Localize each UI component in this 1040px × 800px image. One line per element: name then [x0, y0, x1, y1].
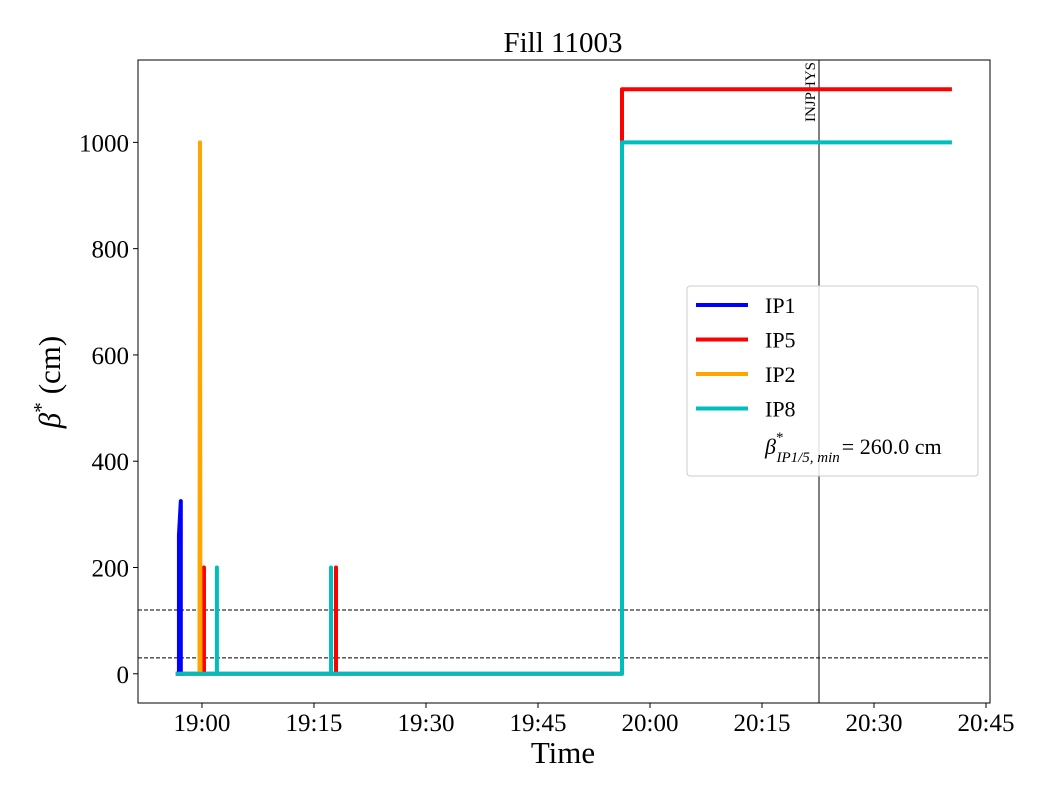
- legend-label: IP8: [765, 397, 796, 422]
- x-tick-label: 20:00: [622, 710, 679, 737]
- legend-note: β* IP1/5, min= 260.0 cm: [764, 430, 942, 466]
- note-sub: IP1/5, min: [775, 450, 839, 466]
- note-sup: *: [776, 430, 784, 446]
- series-line: [175, 140, 952, 676]
- x-tick-label: 19:00: [173, 710, 230, 737]
- event-label: INJPHYS: [803, 62, 819, 122]
- y-tick-label: 1000: [79, 130, 129, 157]
- y-label-sup: *: [29, 402, 53, 413]
- legend-box: [686, 285, 979, 477]
- legend-label: IP1: [765, 293, 796, 318]
- plot-frame: [137, 59, 991, 704]
- x-axis-label: Time: [531, 735, 595, 770]
- y-label-unit: (cm): [32, 336, 67, 395]
- note-symbol: β: [764, 434, 776, 459]
- y-tick-label: 600: [92, 343, 130, 370]
- x-tick-label: 20:45: [958, 710, 1015, 737]
- legend-label: IP2: [765, 362, 796, 387]
- series-line: [175, 499, 184, 676]
- x-tick-label: 20:15: [734, 710, 791, 737]
- x-tick-label: 19:15: [285, 710, 342, 737]
- y-tick-label: 800: [92, 237, 130, 264]
- x-tick-label: 20:30: [846, 710, 903, 737]
- x-tick-label: 19:45: [510, 710, 567, 737]
- y-label-symbol: β: [32, 412, 67, 429]
- y-tick-label: 400: [92, 449, 130, 476]
- x-tick-label: 19:30: [398, 710, 455, 737]
- y-tick-label: 0: [117, 662, 130, 689]
- y-axis-label: β* (cm): [29, 336, 67, 429]
- legend-label: IP5: [765, 328, 796, 353]
- note-text: = 260.0 cm: [842, 434, 942, 459]
- y-tick-label: 200: [92, 555, 130, 582]
- chart-title: Fill 11003: [504, 27, 623, 59]
